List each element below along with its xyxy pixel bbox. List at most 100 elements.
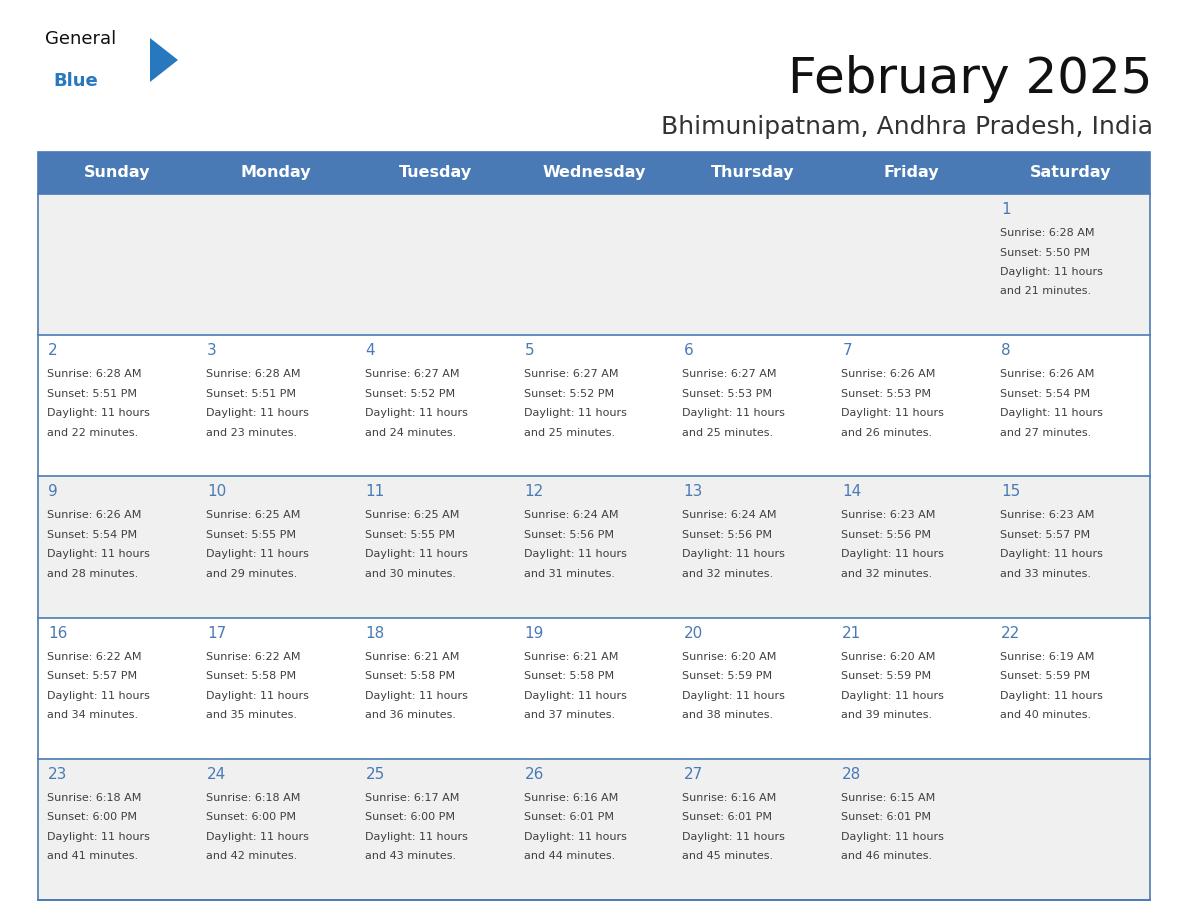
Text: Sunrise: 6:26 AM: Sunrise: 6:26 AM bbox=[1000, 369, 1094, 379]
Bar bbox=[38, 194, 1150, 335]
Text: and 23 minutes.: and 23 minutes. bbox=[206, 428, 297, 438]
Text: 25: 25 bbox=[366, 767, 385, 782]
Text: Sunrise: 6:28 AM: Sunrise: 6:28 AM bbox=[206, 369, 301, 379]
Text: Monday: Monday bbox=[241, 165, 311, 181]
Text: Sunset: 5:54 PM: Sunset: 5:54 PM bbox=[1000, 388, 1091, 398]
Text: 20: 20 bbox=[683, 625, 702, 641]
Text: 2: 2 bbox=[48, 343, 58, 358]
Text: and 33 minutes.: and 33 minutes. bbox=[1000, 569, 1091, 579]
Bar bbox=[38, 759, 1150, 900]
Text: and 32 minutes.: and 32 minutes. bbox=[841, 569, 933, 579]
Text: and 39 minutes.: and 39 minutes. bbox=[841, 711, 933, 720]
Text: and 25 minutes.: and 25 minutes. bbox=[682, 428, 773, 438]
Text: and 29 minutes.: and 29 minutes. bbox=[206, 569, 297, 579]
Text: Sunrise: 6:19 AM: Sunrise: 6:19 AM bbox=[1000, 652, 1094, 662]
Text: Daylight: 11 hours: Daylight: 11 hours bbox=[682, 690, 785, 700]
Text: Sunrise: 6:27 AM: Sunrise: 6:27 AM bbox=[682, 369, 777, 379]
Text: Sunset: 6:01 PM: Sunset: 6:01 PM bbox=[524, 812, 613, 823]
Text: 27: 27 bbox=[683, 767, 702, 782]
Text: Sunset: 5:50 PM: Sunset: 5:50 PM bbox=[1000, 248, 1091, 258]
Text: Sunrise: 6:25 AM: Sunrise: 6:25 AM bbox=[365, 510, 459, 521]
Text: Daylight: 11 hours: Daylight: 11 hours bbox=[365, 690, 468, 700]
Text: Sunset: 6:00 PM: Sunset: 6:00 PM bbox=[365, 812, 455, 823]
Text: Daylight: 11 hours: Daylight: 11 hours bbox=[524, 549, 626, 559]
Text: Daylight: 11 hours: Daylight: 11 hours bbox=[48, 832, 150, 842]
Text: Daylight: 11 hours: Daylight: 11 hours bbox=[48, 690, 150, 700]
Text: Sunset: 5:55 PM: Sunset: 5:55 PM bbox=[206, 530, 296, 540]
Text: 18: 18 bbox=[366, 625, 385, 641]
Text: 16: 16 bbox=[48, 625, 68, 641]
Text: 12: 12 bbox=[525, 485, 544, 499]
Text: Sunset: 6:00 PM: Sunset: 6:00 PM bbox=[48, 812, 137, 823]
Text: Sunset: 6:01 PM: Sunset: 6:01 PM bbox=[682, 812, 772, 823]
Text: Blue: Blue bbox=[53, 72, 97, 90]
Text: Sunset: 5:58 PM: Sunset: 5:58 PM bbox=[206, 671, 296, 681]
Text: Daylight: 11 hours: Daylight: 11 hours bbox=[682, 832, 785, 842]
Text: Sunset: 5:51 PM: Sunset: 5:51 PM bbox=[206, 388, 296, 398]
Bar bbox=[38, 335, 1150, 476]
Text: Sunrise: 6:26 AM: Sunrise: 6:26 AM bbox=[48, 510, 141, 521]
Text: Sunrise: 6:26 AM: Sunrise: 6:26 AM bbox=[841, 369, 936, 379]
Bar bbox=[38, 152, 1150, 194]
Text: Sunset: 5:54 PM: Sunset: 5:54 PM bbox=[48, 530, 137, 540]
Text: Daylight: 11 hours: Daylight: 11 hours bbox=[365, 409, 468, 419]
Text: and 28 minutes.: and 28 minutes. bbox=[48, 569, 138, 579]
Bar bbox=[38, 618, 1150, 759]
Text: Sunrise: 6:17 AM: Sunrise: 6:17 AM bbox=[365, 793, 459, 803]
Text: 15: 15 bbox=[1001, 485, 1020, 499]
Text: 6: 6 bbox=[683, 343, 693, 358]
Text: 21: 21 bbox=[842, 625, 861, 641]
Text: Daylight: 11 hours: Daylight: 11 hours bbox=[48, 549, 150, 559]
Text: and 26 minutes.: and 26 minutes. bbox=[841, 428, 933, 438]
Text: Sunrise: 6:28 AM: Sunrise: 6:28 AM bbox=[1000, 228, 1094, 238]
Text: Sunday: Sunday bbox=[84, 165, 151, 181]
Text: 5: 5 bbox=[525, 343, 535, 358]
Text: Daylight: 11 hours: Daylight: 11 hours bbox=[206, 832, 309, 842]
Text: Sunrise: 6:23 AM: Sunrise: 6:23 AM bbox=[841, 510, 936, 521]
Text: Daylight: 11 hours: Daylight: 11 hours bbox=[524, 832, 626, 842]
Text: 8: 8 bbox=[1001, 343, 1011, 358]
Text: 26: 26 bbox=[525, 767, 544, 782]
Text: and 46 minutes.: and 46 minutes. bbox=[841, 851, 933, 861]
Text: Sunset: 5:51 PM: Sunset: 5:51 PM bbox=[48, 388, 137, 398]
Text: Bhimunipatnam, Andhra Pradesh, India: Bhimunipatnam, Andhra Pradesh, India bbox=[661, 115, 1154, 139]
Text: Daylight: 11 hours: Daylight: 11 hours bbox=[365, 832, 468, 842]
Text: Friday: Friday bbox=[884, 165, 940, 181]
Text: Thursday: Thursday bbox=[712, 165, 795, 181]
Text: 10: 10 bbox=[207, 485, 226, 499]
Text: Sunset: 5:59 PM: Sunset: 5:59 PM bbox=[841, 671, 931, 681]
Text: and 31 minutes.: and 31 minutes. bbox=[524, 569, 614, 579]
Bar bbox=[38, 476, 1150, 618]
Text: and 24 minutes.: and 24 minutes. bbox=[365, 428, 456, 438]
Text: and 32 minutes.: and 32 minutes. bbox=[682, 569, 773, 579]
Text: Daylight: 11 hours: Daylight: 11 hours bbox=[206, 549, 309, 559]
Text: 23: 23 bbox=[48, 767, 68, 782]
Text: Sunset: 5:58 PM: Sunset: 5:58 PM bbox=[524, 671, 614, 681]
Text: Sunrise: 6:27 AM: Sunrise: 6:27 AM bbox=[524, 369, 618, 379]
Bar bbox=[38, 152, 1150, 900]
Text: Saturday: Saturday bbox=[1030, 165, 1111, 181]
Text: Tuesday: Tuesday bbox=[399, 165, 472, 181]
Text: Sunrise: 6:18 AM: Sunrise: 6:18 AM bbox=[48, 793, 141, 803]
Text: Daylight: 11 hours: Daylight: 11 hours bbox=[206, 690, 309, 700]
Text: Daylight: 11 hours: Daylight: 11 hours bbox=[48, 409, 150, 419]
Text: 28: 28 bbox=[842, 767, 861, 782]
Text: Sunset: 5:57 PM: Sunset: 5:57 PM bbox=[48, 671, 137, 681]
Text: Daylight: 11 hours: Daylight: 11 hours bbox=[841, 832, 944, 842]
Text: Daylight: 11 hours: Daylight: 11 hours bbox=[524, 690, 626, 700]
Text: Daylight: 11 hours: Daylight: 11 hours bbox=[1000, 267, 1102, 277]
Text: Sunrise: 6:16 AM: Sunrise: 6:16 AM bbox=[682, 793, 777, 803]
Text: Sunset: 5:53 PM: Sunset: 5:53 PM bbox=[682, 388, 772, 398]
Text: Sunset: 5:58 PM: Sunset: 5:58 PM bbox=[365, 671, 455, 681]
Text: Sunrise: 6:21 AM: Sunrise: 6:21 AM bbox=[524, 652, 618, 662]
Text: Daylight: 11 hours: Daylight: 11 hours bbox=[365, 549, 468, 559]
Text: Sunrise: 6:28 AM: Sunrise: 6:28 AM bbox=[48, 369, 141, 379]
Text: Sunrise: 6:27 AM: Sunrise: 6:27 AM bbox=[365, 369, 460, 379]
Text: Sunrise: 6:24 AM: Sunrise: 6:24 AM bbox=[682, 510, 777, 521]
Text: 22: 22 bbox=[1001, 625, 1020, 641]
Text: and 43 minutes.: and 43 minutes. bbox=[365, 851, 456, 861]
Text: Sunrise: 6:18 AM: Sunrise: 6:18 AM bbox=[206, 793, 301, 803]
Text: and 25 minutes.: and 25 minutes. bbox=[524, 428, 614, 438]
Text: and 22 minutes.: and 22 minutes. bbox=[48, 428, 138, 438]
Text: Sunset: 6:01 PM: Sunset: 6:01 PM bbox=[841, 812, 931, 823]
